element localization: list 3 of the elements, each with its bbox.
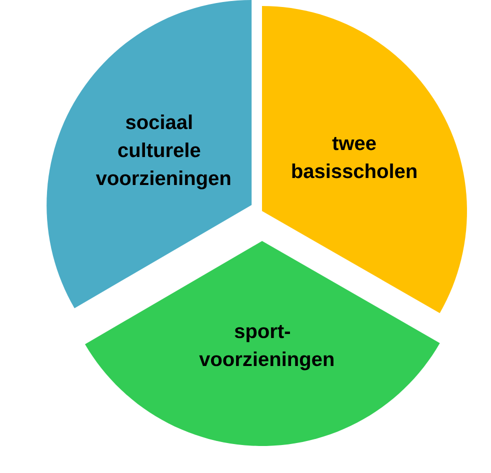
slice-label: sociaal culturele voorzieningen xyxy=(96,114,230,190)
slice-label: sport-voorzieningen xyxy=(199,324,334,370)
slice-label: twee basisscholen xyxy=(292,136,416,178)
